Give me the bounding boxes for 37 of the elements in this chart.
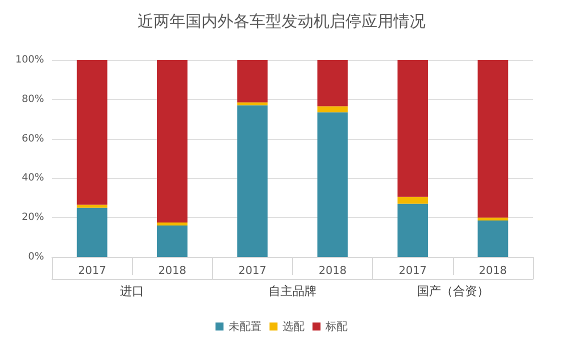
- bar: [76, 204, 108, 208]
- y-tick-label: 100%: [15, 54, 44, 66]
- x-tick-label: 2018: [478, 264, 507, 277]
- bar: [398, 204, 428, 257]
- bar: [317, 112, 348, 257]
- chart-title: 近两年国内外各车型发动机启停应用情况: [138, 12, 426, 30]
- bar: [157, 225, 188, 257]
- bar: [478, 220, 508, 257]
- legend-label: 标配: [324, 320, 348, 333]
- x-tick-label: 2017: [78, 264, 106, 277]
- x-tick-label: 2017: [238, 264, 266, 277]
- text: 自主品牌: [268, 284, 316, 298]
- bar: [237, 60, 268, 102]
- y-tick-label: 0%: [28, 252, 44, 262]
- bar: [157, 60, 188, 223]
- bar: [237, 102, 268, 106]
- x-tick-label: 2017: [398, 264, 427, 277]
- y-tick-label: 20%: [22, 212, 44, 224]
- text: 国产（合资）: [416, 284, 489, 298]
- legend-label: 选配: [282, 320, 304, 333]
- y-tick-label: 60%: [22, 133, 44, 144]
- bar: [478, 60, 508, 218]
- bar: [157, 222, 188, 226]
- x-tick-label: 2018: [318, 264, 347, 277]
- bar: [237, 105, 268, 257]
- text: 进口: [120, 284, 144, 298]
- y-tick-label: 40%: [22, 172, 44, 184]
- bar: [317, 60, 348, 106]
- bar: [76, 208, 108, 257]
- bar: [478, 218, 508, 221]
- bar: [317, 106, 348, 112]
- y-tick-label: 80%: [22, 94, 44, 105]
- bar: [398, 196, 428, 204]
- bar: [76, 60, 108, 205]
- x-tick-label: 2018: [158, 264, 186, 277]
- legend-label: 未配置: [228, 320, 262, 333]
- bar: [398, 60, 428, 197]
